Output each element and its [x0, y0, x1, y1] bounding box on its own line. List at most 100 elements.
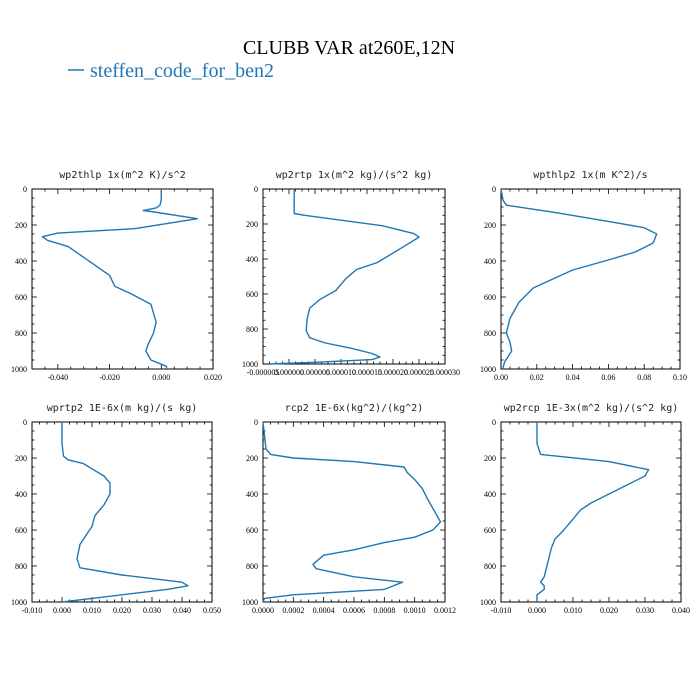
x-tick-label: -0.040 [48, 373, 69, 382]
y-tick-label: 800 [484, 329, 496, 338]
x-tick-label: 0.0008 [373, 606, 395, 615]
x-tick-label: 0.000020 [378, 368, 408, 377]
y-tick-label: 800 [15, 329, 27, 338]
panel-title: rcp2 1E-6x(kg^2)/(kg^2) [285, 403, 423, 414]
series-line [536, 422, 650, 602]
y-tick-label: 1000 [480, 365, 496, 374]
y-tick-label: 200 [246, 454, 258, 463]
x-tick-label: 0.06 [601, 373, 615, 382]
x-tick-label: 0.020 [600, 606, 618, 615]
y-tick-label: 600 [15, 526, 27, 535]
y-tick-label: 600 [15, 293, 27, 302]
x-tick-label: 0.000005 [300, 368, 330, 377]
y-tick-label: 200 [15, 454, 27, 463]
panel-title: wp2rtp 1x(m^2 kg)/(s^2 kg) [276, 170, 433, 181]
y-tick-label: 400 [484, 257, 496, 266]
y-tick-label: 800 [484, 562, 496, 571]
x-tick-label: 0.030 [636, 606, 654, 615]
x-tick-label: 0.020 [204, 373, 222, 382]
x-tick-label: 0.000010 [326, 368, 356, 377]
y-tick-label: 600 [246, 290, 258, 299]
x-tick-label: 0.040 [173, 606, 191, 615]
y-tick-label: 400 [15, 490, 27, 499]
panels: wp2thlp 1x(m^2 K)/s^202004006008001000-0… [11, 170, 690, 615]
series-line [61, 422, 189, 603]
y-tick-label: 200 [484, 454, 496, 463]
x-tick-label: 0.0000 [252, 606, 274, 615]
panel-title: wprtp2 1E-6x(m kg)/(s kg) [47, 403, 198, 414]
y-tick-label: 600 [484, 293, 496, 302]
x-tick-label: 0.030 [143, 606, 161, 615]
y-tick-label: 800 [15, 562, 27, 571]
x-tick-label: 0.000000 [274, 368, 304, 377]
x-tick-label: 0.10 [673, 373, 687, 382]
series-line [500, 188, 658, 370]
x-tick-label: 0.000 [53, 606, 71, 615]
figure-title: CLUBB VAR at260E,12N [243, 37, 455, 59]
x-tick-label: 0.04 [566, 373, 580, 382]
y-tick-label: 0 [492, 418, 496, 427]
y-tick-label: 0 [254, 418, 258, 427]
x-tick-label: 0.000030 [430, 368, 460, 377]
y-tick-label: 400 [246, 255, 258, 264]
x-tick-label: 0.00 [494, 373, 508, 382]
x-tick-label: 0.0002 [282, 606, 304, 615]
y-tick-label: 200 [484, 221, 496, 230]
x-tick-label: 0.000025 [404, 368, 434, 377]
x-tick-label: 0.010 [83, 606, 101, 615]
figure-legend: steffen_code_for_ben2 [68, 60, 274, 82]
x-tick-label: 0.0006 [343, 606, 365, 615]
x-tick-label: 0.010 [564, 606, 582, 615]
x-tick-label: -0.020 [99, 373, 120, 382]
x-tick-label: 0.0010 [404, 606, 426, 615]
series-line [41, 189, 199, 369]
y-tick-label: 0 [254, 185, 258, 194]
x-tick-label: 0.02 [530, 373, 544, 382]
y-tick-label: 1000 [242, 360, 258, 369]
x-tick-label: 0.08 [637, 373, 651, 382]
chart-panel-4: wprtp2 1E-6x(m kg)/(s kg) 0 200 400 600 800 10… [11, 403, 221, 615]
x-tick-label: 0.050 [203, 606, 221, 615]
y-tick-label: 1000 [11, 365, 27, 374]
x-tick-label: 0.040 [672, 606, 690, 615]
y-tick-label: 400 [484, 490, 496, 499]
y-tick-label: 1000 [242, 598, 258, 607]
y-tick-label: 0 [23, 418, 27, 427]
chart-panel-2: wp2rtp 1x(m^2 kg)/(s^2 kg) 0 200 400 600 800 1… [242, 170, 460, 377]
series-line [268, 189, 420, 365]
y-tick-label: 600 [246, 526, 258, 535]
x-tick-label: -0.010 [22, 606, 43, 615]
chart-panel-5: rcp2 1E-6x(kg^2)/(kg^2) 0 200 400 600 800 1000… [242, 403, 456, 615]
panel-title: wp2rcp 1E-3x(m^2 kg)/(s^2 kg) [504, 403, 679, 414]
y-tick-label: 0 [492, 185, 496, 194]
plot-frame [262, 188, 446, 365]
y-tick-label: 0 [23, 185, 27, 194]
panel-title: wp2thlp 1x(m^2 K)/s^2 [59, 170, 185, 181]
y-tick-label: 200 [15, 221, 27, 230]
chart-panel-1: wp2thlp 1x(m^2 K)/s^2 0 200 400 600 800 1000 -0… [11, 170, 222, 382]
x-tick-label: -0.010 [491, 606, 512, 615]
chart-panel-3: wpthlp2 1x(m K^2)/s 0 200 400 600 800 10000.00… [480, 170, 687, 382]
x-tick-label: 0.000 [152, 373, 170, 382]
plot-frame [500, 188, 681, 370]
y-tick-label: 1000 [11, 598, 27, 607]
y-tick-label: 800 [246, 325, 258, 334]
y-tick-label: 800 [246, 562, 258, 571]
x-tick-label: 0.000015 [352, 368, 382, 377]
x-tick-label: -0.000005 [247, 368, 280, 377]
x-tick-label: 0.000 [528, 606, 546, 615]
x-tick-label: 0.020 [113, 606, 131, 615]
x-tick-label: 0.0012 [434, 606, 456, 615]
y-tick-label: 400 [246, 490, 258, 499]
series-line [262, 421, 442, 603]
y-tick-label: 200 [246, 220, 258, 229]
x-tick-label: 0.0004 [313, 606, 335, 615]
y-tick-label: 400 [15, 257, 27, 266]
panel-title: wpthlp2 1x(m K^2)/s [533, 170, 647, 181]
legend-label: steffen_code_for_ben2 [90, 60, 274, 82]
plot-frame [262, 421, 446, 603]
y-tick-label: 600 [484, 526, 496, 535]
chart-panel-6: wp2rcp 1E-3x(m^2 kg)/(s^2 kg) 0 200 400 600 8… [480, 403, 690, 615]
plot-frame [31, 188, 214, 370]
